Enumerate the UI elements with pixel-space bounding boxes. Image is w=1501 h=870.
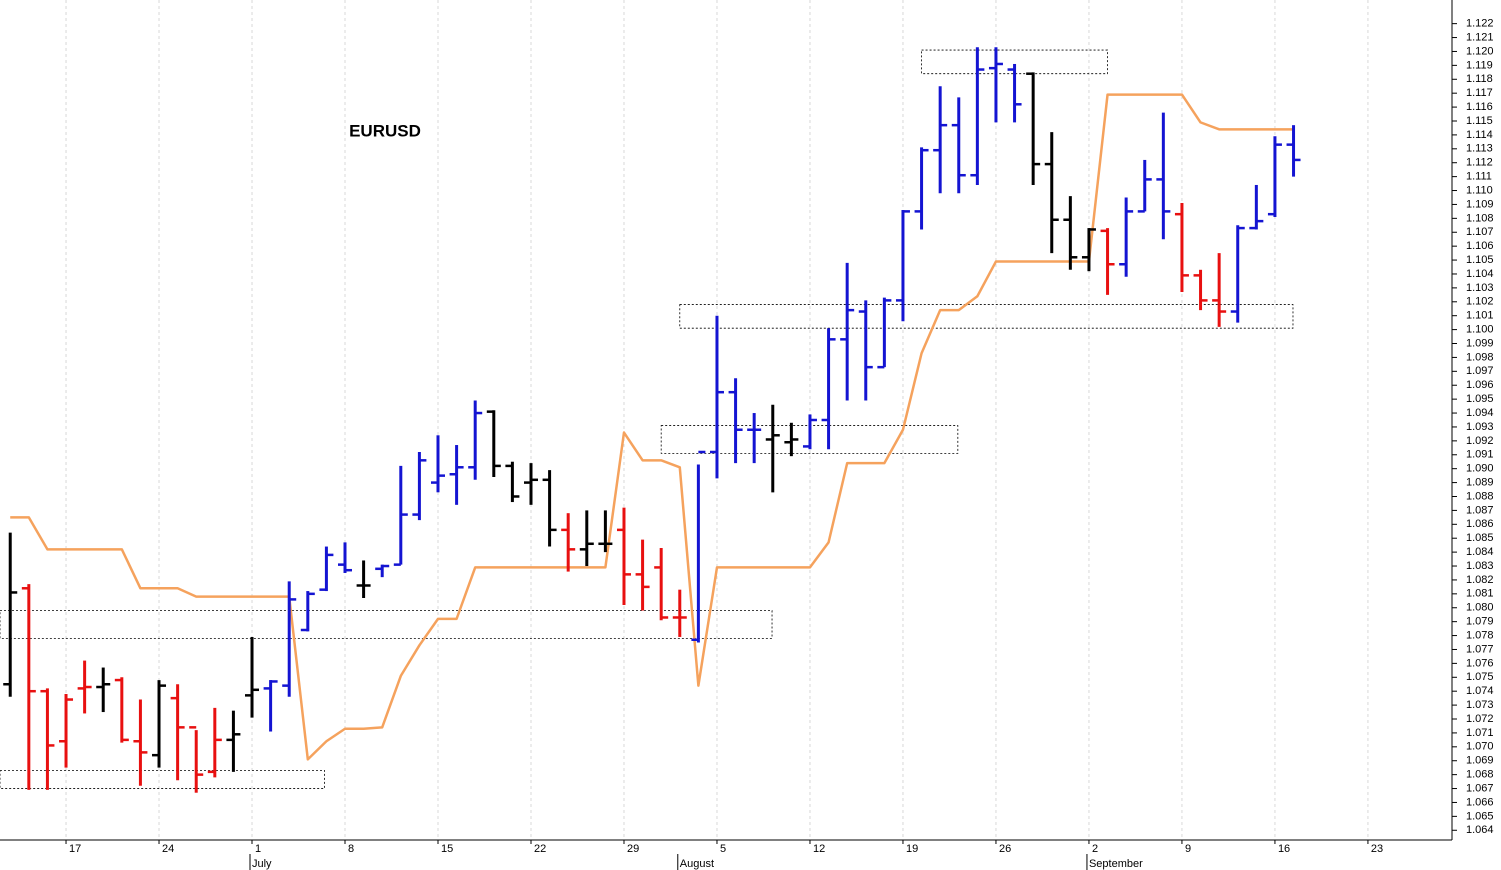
x-tick-label: 5 <box>720 843 726 855</box>
y-tick-label: 1.102 <box>1466 296 1494 308</box>
month-label: July <box>252 858 272 870</box>
y-tick-label: 1.087 <box>1466 504 1494 516</box>
y-tick-label: 1.069 <box>1466 755 1494 767</box>
y-tick-label: 1.085 <box>1466 532 1494 544</box>
y-tick-label: 1.116 <box>1466 101 1493 113</box>
y-tick-label: 1.113 <box>1466 143 1493 155</box>
y-tick-label: 1.080 <box>1466 602 1494 614</box>
y-tick-label: 1.091 <box>1466 449 1494 461</box>
month-label: September <box>1089 858 1143 870</box>
y-tick-label: 1.122 <box>1466 18 1494 30</box>
x-tick-label: 19 <box>906 843 918 855</box>
y-tick-label: 1.088 <box>1466 490 1494 502</box>
zone <box>679 304 1294 329</box>
y-tick-label: 1.071 <box>1466 727 1494 739</box>
y-tick-label: 1.114 <box>1466 129 1493 141</box>
y-tick-label: 1.121 <box>1466 31 1494 43</box>
y-tick-label: 1.093 <box>1466 421 1494 433</box>
y-tick-label: 1.105 <box>1466 254 1494 266</box>
y-tick-label: 1.075 <box>1466 671 1494 683</box>
y-tick-label: 1.097 <box>1466 365 1494 377</box>
y-tick-label: 1.100 <box>1466 324 1494 336</box>
y-tick-label: 1.098 <box>1466 351 1494 363</box>
x-tick-label: 22 <box>534 843 546 855</box>
x-tick-label: 2 <box>1092 843 1098 855</box>
y-tick-label: 1.084 <box>1466 546 1494 558</box>
chart-title: EURUSD <box>349 121 421 140</box>
y-tick-label: 1.082 <box>1466 574 1494 586</box>
y-tick-label: 1.111 <box>1466 171 1492 183</box>
y-tick-label: 1.086 <box>1466 518 1494 530</box>
y-tick-label: 1.108 <box>1466 212 1494 224</box>
y-tick-label: 1.106 <box>1466 240 1494 252</box>
stop-line <box>10 93 1294 761</box>
zone <box>0 770 325 789</box>
y-tick-label: 1.103 <box>1466 282 1494 294</box>
y-tick-label: 1.118 <box>1466 73 1493 85</box>
y-tick-label: 1.081 <box>1466 588 1494 600</box>
x-tick-label: 8 <box>348 843 354 855</box>
y-tick-label: 1.065 <box>1466 810 1494 822</box>
x-tick-label: 15 <box>441 843 453 855</box>
x-tick-label: 17 <box>69 843 81 855</box>
month-label: August <box>680 858 714 870</box>
y-tick-label: 1.117 <box>1466 87 1493 99</box>
y-tick-label: 1.112 <box>1466 157 1493 169</box>
y-tick-label: 1.095 <box>1466 393 1494 405</box>
y-tick-label: 1.115 <box>1466 115 1493 127</box>
y-tick-label: 1.076 <box>1466 657 1494 669</box>
x-tick-label: 16 <box>1278 843 1290 855</box>
y-tick-label: 1.109 <box>1466 198 1494 210</box>
y-tick-label: 1.079 <box>1466 616 1494 628</box>
x-tick-label: 9 <box>1185 843 1191 855</box>
y-tick-label: 1.101 <box>1466 310 1494 322</box>
x-tick-label: 12 <box>813 843 825 855</box>
x-tick-label: 23 <box>1371 843 1383 855</box>
x-tick-label: 1 <box>255 843 261 855</box>
x-tick-label: 29 <box>627 843 639 855</box>
y-tick-label: 1.083 <box>1466 560 1494 572</box>
zone <box>0 610 773 639</box>
y-tick-label: 1.110 <box>1466 184 1493 196</box>
y-tick-label: 1.064 <box>1466 824 1494 836</box>
y-tick-label: 1.119 <box>1466 59 1493 71</box>
zone <box>921 49 1108 75</box>
y-tick-label: 1.099 <box>1466 337 1494 349</box>
y-tick-label: 1.072 <box>1466 713 1494 725</box>
y-tick-label: 1.073 <box>1466 699 1494 711</box>
y-tick-label: 1.094 <box>1466 407 1494 419</box>
y-tick-label: 1.070 <box>1466 741 1494 753</box>
y-tick-label: 1.104 <box>1466 268 1494 280</box>
y-tick-label: 1.077 <box>1466 643 1494 655</box>
y-tick-label: 1.068 <box>1466 769 1494 781</box>
y-tick-label: 1.107 <box>1466 226 1494 238</box>
y-tick-label: 1.074 <box>1466 685 1494 697</box>
y-tick-label: 1.090 <box>1466 463 1494 475</box>
axis-cover <box>1452 0 1501 870</box>
y-tick-label: 1.089 <box>1466 476 1494 488</box>
y-tick-label: 1.067 <box>1466 782 1494 794</box>
y-tick-label: 1.092 <box>1466 435 1494 447</box>
y-tick-label: 1.096 <box>1466 379 1494 391</box>
x-tick-label: 26 <box>999 843 1011 855</box>
x-tick-label: 24 <box>162 843 174 855</box>
y-tick-label: 1.120 <box>1466 45 1494 57</box>
y-tick-label: 1.078 <box>1466 629 1494 641</box>
y-tick-label: 1.066 <box>1466 796 1494 808</box>
